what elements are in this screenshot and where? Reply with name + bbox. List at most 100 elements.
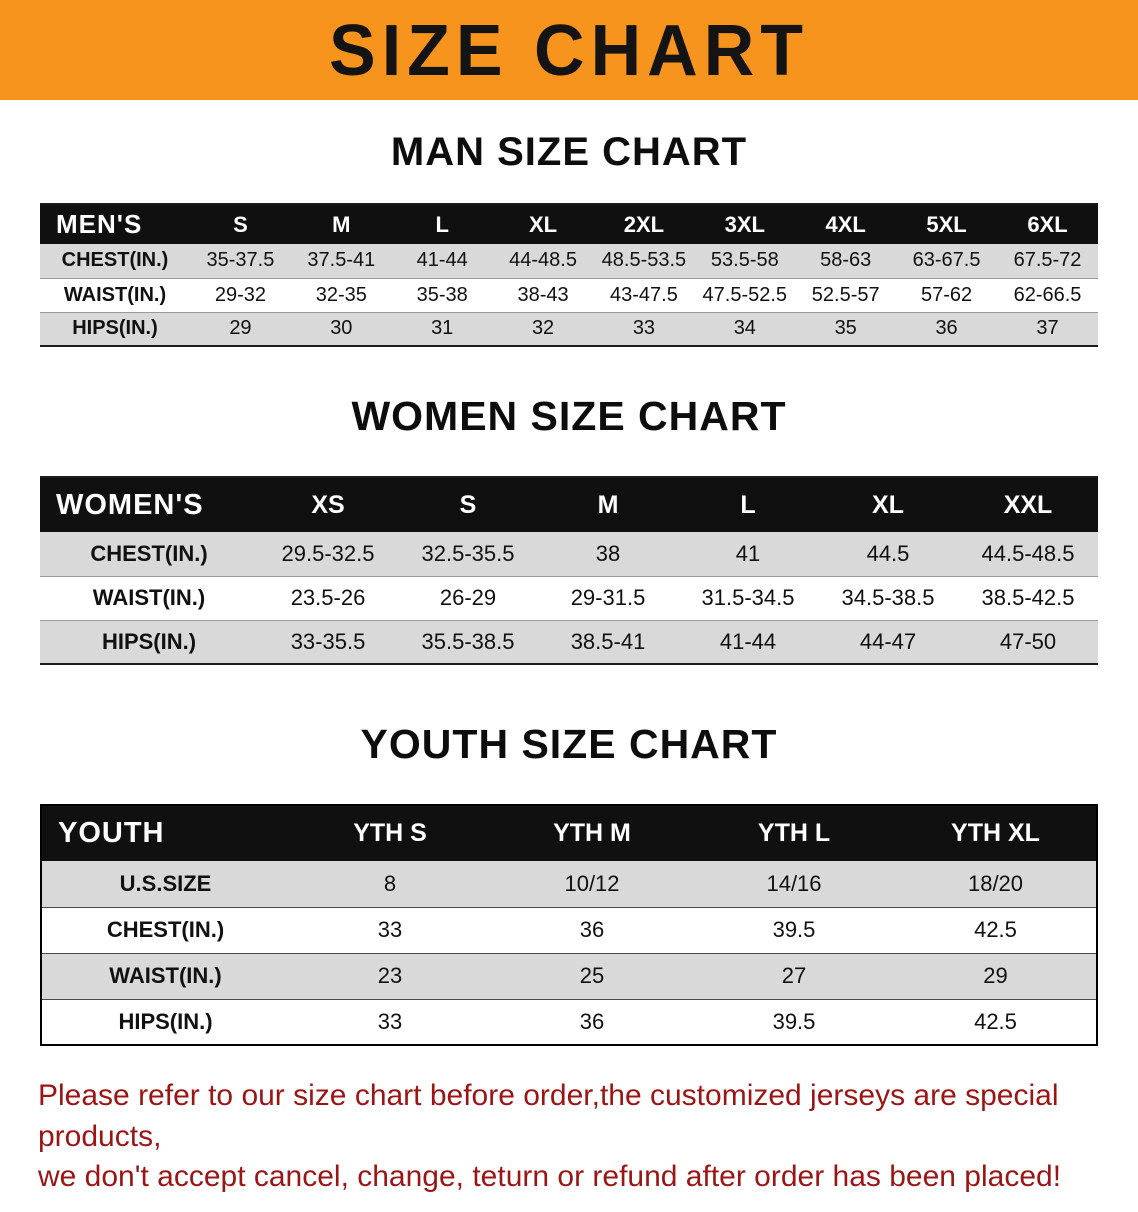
row-label: WAIST(IN.) (92, 585, 206, 610)
table-cell: 44-48.5 (509, 249, 577, 272)
table-cell: 35-38 (416, 283, 468, 306)
row-label: HIPS(IN.) (101, 628, 197, 654)
column-header: YTH L (757, 819, 831, 847)
column-header: S (459, 490, 477, 519)
table-cell: 29-32 (214, 283, 267, 306)
table-cell: 37.5-41 (307, 249, 376, 272)
table-cell: 36 (579, 917, 605, 942)
youth-section-heading: YOUTH SIZE CHART (360, 721, 778, 767)
table-cell: 29 (229, 317, 252, 340)
column-header: YTH XL (951, 819, 1040, 847)
table-cell: 58-63 (820, 249, 872, 272)
table-cell: 8 (383, 870, 397, 896)
table-row: WAIST(IN.) 29-32 32-35 35-38 38-43 43-47.5 47.… (40, 278, 1098, 312)
table-cell: 33 (377, 1008, 403, 1034)
table-cell: 52.5-57 (811, 283, 880, 306)
table-cell: 36 (579, 1008, 605, 1034)
column-header: XL (872, 490, 904, 519)
row-label: CHEST(IN.) (106, 917, 225, 942)
row-label: WAIST(IN.) (63, 283, 167, 306)
table-cell: 27 (781, 963, 807, 988)
table-cell: 38-43 (517, 283, 569, 306)
table-cell: 31 (431, 317, 454, 340)
youth-size-table: YOUTH YTH S YTH M YTH L YTH XL U.S.SIZE 8 10/12… (40, 804, 1098, 1046)
table-cell: 42.5 (974, 917, 1017, 942)
table-row: CHEST(IN.) 33 36 39.5 42.5 (41, 907, 1097, 953)
table-cell: 29-31.5 (570, 585, 646, 610)
table-cell: 41 (735, 540, 761, 566)
table-cell: 38.5-41 (570, 628, 646, 654)
women-size-table: WOMEN'S XS S M L XL XXL CHEST(IN.) 29.5-32.5 32.5… (40, 476, 1098, 665)
table-cell: 35-37.5 (206, 249, 275, 272)
table-row: HIPS(IN.) 33-35.5 35.5-38.5 38.5-41 41-44 44-… (40, 620, 1098, 664)
row-label: WAIST(IN.) (109, 963, 222, 988)
table-cell: 18/20 (967, 870, 1024, 896)
table-cell: 38 (595, 540, 621, 566)
table-row: CHEST(IN.) 29.5-32.5 32.5-35.5 38 41 44.5 44.5… (40, 532, 1098, 576)
table-cell: 31.5-34.5 (701, 585, 795, 610)
table-cell: 53.5-58 (710, 249, 779, 272)
table-cell: 42.5 (974, 1008, 1017, 1034)
column-header: XS (311, 490, 345, 519)
row-label: HIPS(IN.) (118, 1008, 213, 1034)
table-cell: 29.5-32.5 (281, 540, 375, 566)
column-header: 4XL (825, 211, 866, 237)
column-header: 3XL (724, 211, 765, 237)
column-header: M (597, 490, 619, 519)
column-header: XL (529, 211, 558, 237)
table-cell: 23.5-26 (290, 585, 366, 610)
column-header: XXL (1003, 490, 1053, 519)
youth-size-section: YOUTH SIZE CHART YOUTH YTH S YTH M YTH L YTH… (0, 721, 1138, 1046)
table-group-label: YOUTH (58, 817, 165, 849)
table-cell: 33 (377, 917, 403, 942)
table-cell: 47-50 (999, 628, 1057, 654)
table-cell: 23 (377, 963, 403, 988)
table-cell: 63-67.5 (912, 249, 981, 272)
row-label: CHEST(IN.) (90, 540, 208, 566)
table-cell: 33-35.5 (290, 628, 366, 654)
table-cell: 41-44 (416, 249, 468, 272)
table-row: HIPS(IN.) 29 30 31 32 33 34 35 36 37 (40, 312, 1098, 346)
page-title: SIZE CHART (329, 9, 809, 91)
table-row: HIPS(IN.) 33 36 39.5 42.5 (41, 999, 1097, 1045)
table-cell: 44.5-48.5 (981, 540, 1075, 566)
table-cell: 29 (983, 963, 1008, 988)
column-header: 2XL (623, 211, 665, 237)
table-cell: 43-47.5 (610, 283, 678, 306)
table-cell: 34 (733, 317, 756, 340)
youth-size-table-host: YOUTH YTH S YTH M YTH L YTH XL U.S.SIZE 8 10/12… (40, 804, 1098, 1046)
table-row: U.S.SIZE 8 10/12 14/16 18/20 (41, 861, 1097, 907)
table-cell: 47.5-52.5 (702, 283, 788, 306)
table-cell: 44.5 (866, 540, 910, 566)
women-section-heading: WOMEN SIZE CHART (351, 393, 787, 439)
footer-line-1: Please refer to our size chart before or… (38, 1079, 1059, 1153)
table-cell: 35.5-38.5 (421, 628, 515, 654)
table-row: WAIST(IN.) 23 25 27 29 (41, 953, 1097, 999)
footer-line-2: we don't accept cancel, change, teturn o… (38, 1160, 1062, 1193)
column-header: 5XL (926, 211, 967, 237)
table-group-label: MEN'S (56, 209, 143, 239)
column-header: M (332, 211, 351, 237)
table-row: WAIST(IN.) 23.5-26 26-29 29-31.5 31.5-34.5 34… (40, 576, 1098, 620)
men-size-section: MAN SIZE CHART MEN'S S M L XL 2XL 3XL 4XL 5XL 6XL… (0, 130, 1138, 347)
row-label: U.S.SIZE (119, 870, 212, 896)
table-cell: 44-47 (859, 628, 917, 654)
banner: SIZE CHART (0, 0, 1138, 100)
table-cell: 32-35 (315, 283, 367, 306)
table-header-row: MEN'S S M L XL 2XL 3XL 4XL 5XL 6XL (40, 204, 1098, 244)
column-header: 6XL (1027, 211, 1068, 237)
men-size-table: MEN'S S M L XL 2XL 3XL 4XL 5XL 6XL CHEST(IN.) 35-37… (40, 203, 1098, 347)
table-header-row: YOUTH YTH S YTH M YTH L YTH XL (41, 805, 1097, 861)
table-cell: 37 (1036, 317, 1059, 340)
table-cell: 39.5 (772, 1008, 816, 1034)
row-label: CHEST(IN.) (61, 249, 169, 272)
women-size-table-host: WOMEN'S XS S M L XL XXL CHEST(IN.) 29.5-32.5 32.5… (40, 476, 1098, 665)
table-cell: 39.5 (772, 917, 816, 942)
table-cell: 41-44 (719, 628, 777, 654)
table-cell: 36 (935, 317, 958, 340)
column-header: L (435, 211, 449, 237)
table-cell: 35 (834, 317, 857, 340)
table-cell: 34.5-38.5 (841, 585, 935, 610)
table-cell: 26-29 (439, 585, 497, 610)
